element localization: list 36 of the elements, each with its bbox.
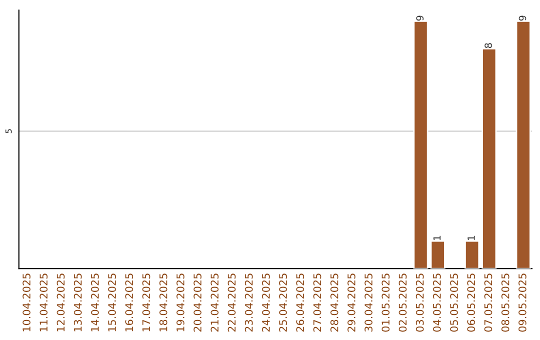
x-tick-label: 13.04.2025 <box>74 274 82 332</box>
x-tick-label: 01.05.2025 <box>382 274 390 332</box>
x-tick-label: 06.05.2025 <box>467 274 476 332</box>
x-tick-label: 02.05.2025 <box>398 274 407 332</box>
x-tick-label: 15.04.2025 <box>108 274 116 332</box>
x-tick-label: 23.04.2025 <box>244 274 253 332</box>
x-tick-label: 18.04.2025 <box>159 274 168 332</box>
x-tick-label: 30.04.2025 <box>364 274 372 332</box>
data-label: 9 <box>416 16 424 21</box>
x-tick-label: 19.04.2025 <box>176 274 184 332</box>
x-tick-label: 21.04.2025 <box>210 274 219 332</box>
x-tick-label: 04.05.2025 <box>432 274 441 332</box>
data-label: 1 <box>468 236 475 240</box>
x-tick-label: 28.04.2025 <box>330 274 338 332</box>
x-tick-label: 17.04.2025 <box>142 274 150 332</box>
y-tick-label: 5 <box>6 129 12 134</box>
x-tick-label: 26.04.2025 <box>296 274 304 332</box>
x-tick-label: 10.04.2025 <box>22 274 30 332</box>
x-tick-label: 03.05.2025 <box>416 274 424 332</box>
data-label: 1 <box>433 236 441 240</box>
x-tick-label: 27.04.2025 <box>313 274 322 332</box>
data-label: 9 <box>518 16 526 21</box>
x-tick-label: 24.04.2025 <box>262 274 270 332</box>
x-tick-label: 20.04.2025 <box>194 274 202 332</box>
x-tick-label: 05.05.2025 <box>450 274 458 332</box>
x-tick-label: 11.04.2025 <box>40 274 48 332</box>
x-tick-label: 25.04.2025 <box>279 274 287 332</box>
x-tick-label: 07.05.2025 <box>484 274 492 332</box>
x-tick-label: 29.04.2025 <box>347 274 356 332</box>
x-tick-label: 08.05.2025 <box>501 274 510 332</box>
x-tick-label: 14.04.2025 <box>90 274 99 332</box>
x-tick-label: 09.05.2025 <box>518 274 526 332</box>
x-tick-label: 22.04.2025 <box>228 274 236 332</box>
x-tick-label: 16.04.2025 <box>125 274 134 332</box>
x-tick-label: 12.04.2025 <box>56 274 65 332</box>
data-label: 8 <box>484 43 492 48</box>
